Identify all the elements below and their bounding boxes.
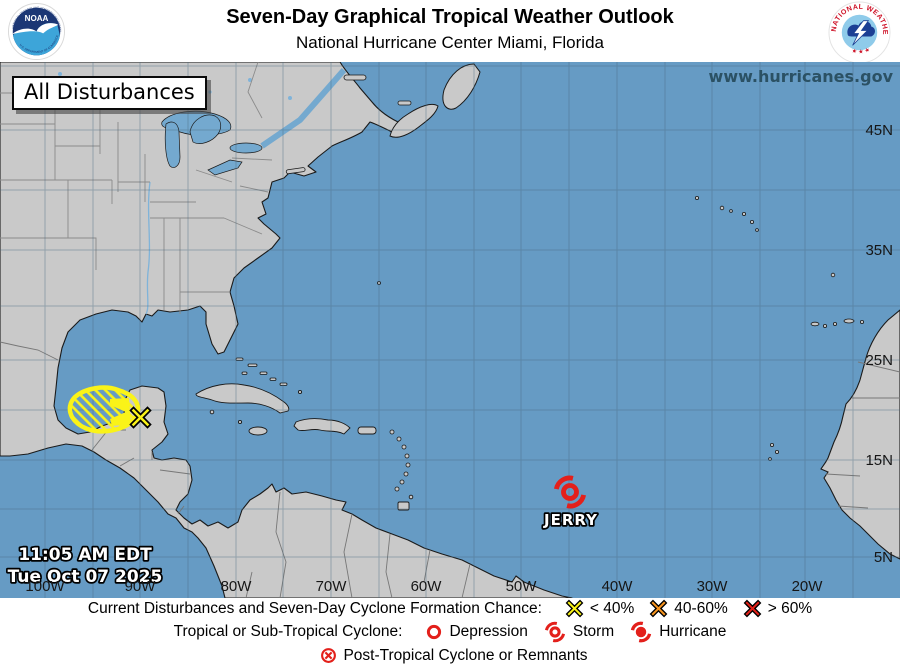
legend-label-low: < 40% bbox=[589, 599, 635, 617]
hurricane-icon bbox=[631, 621, 652, 642]
legend-row-post-tropical: Post-Tropical Cyclone or Remnants bbox=[312, 646, 588, 665]
storm-icon bbox=[544, 621, 565, 642]
noaa-wordmark: NOAA bbox=[25, 14, 49, 23]
jamaica bbox=[248, 426, 268, 436]
lat-label: 25N bbox=[865, 352, 893, 369]
landmasses bbox=[0, 62, 900, 598]
storm-jerry[interactable]: JERRY bbox=[541, 478, 599, 531]
legend: Current Disturbances and Seven-Day Cyclo… bbox=[0, 598, 900, 665]
atlantic-islands bbox=[377, 195, 865, 461]
africa-landmass bbox=[820, 309, 900, 560]
bahamas bbox=[235, 357, 288, 386]
legend-label-hurricane: Hurricane bbox=[659, 623, 727, 640]
header: NOAA NATIONAL OCEANIC AND ATMOSPHERIC AD… bbox=[0, 0, 900, 64]
legend-item-low: < 40% bbox=[565, 599, 634, 618]
motion-arrow bbox=[110, 398, 131, 426]
x-med-icon bbox=[650, 599, 668, 617]
lon-labels: 100W 90W 80W 70W 60W 50W 40W 30W 20W bbox=[25, 578, 823, 595]
svg-text:★ ★ ★: ★ ★ ★ bbox=[851, 46, 871, 55]
all-disturbances-label: All Disturbances bbox=[12, 76, 207, 110]
legend-row-cyclone-types: Tropical or Sub-Tropical Cyclone: Depres… bbox=[173, 620, 726, 644]
legend-item-hurricane: Hurricane bbox=[629, 620, 726, 644]
legend-item-depression: Depression bbox=[425, 622, 528, 641]
newfoundland bbox=[442, 63, 481, 110]
lon-label: 40W bbox=[602, 578, 634, 595]
prince-edward-island bbox=[397, 100, 412, 106]
watermark-text: www.hurricanes.gov bbox=[709, 67, 894, 86]
americas-landmass bbox=[0, 62, 573, 598]
timestamp-time: 11:05 AM EDT bbox=[18, 545, 152, 565]
legend-label-high: > 60% bbox=[767, 599, 813, 617]
lesser-antilles bbox=[389, 429, 411, 492]
legend-item-med: 40-60% bbox=[649, 599, 728, 618]
puerto-rico bbox=[357, 426, 377, 435]
legend-label-depression: Depression bbox=[449, 623, 528, 640]
storm-name-label: JERRY bbox=[543, 511, 598, 529]
tobago bbox=[408, 494, 414, 500]
lon-label: 20W bbox=[792, 578, 824, 595]
legend-heading-chance: Current Disturbances and Seven-Day Cyclo… bbox=[87, 599, 542, 617]
lat-label: 45N bbox=[865, 122, 893, 139]
nws-stars: ★ ★ ★ bbox=[851, 46, 871, 55]
legend-row-formation-chance: Current Disturbances and Seven-Day Cyclo… bbox=[88, 599, 812, 618]
nova-scotia bbox=[389, 103, 439, 138]
disturbance-area[interactable] bbox=[67, 385, 152, 434]
outlook-map[interactable]: JERRY www.hurricanes.gov 11:05 AM EDT Tu… bbox=[0, 62, 900, 598]
legend-label-storm: Storm bbox=[572, 623, 615, 640]
legend-item-high: > 60% bbox=[743, 599, 812, 618]
st-lawrence-river bbox=[260, 68, 347, 149]
lon-label: 60W bbox=[411, 578, 443, 595]
depression-icon bbox=[427, 624, 442, 639]
legend-item-post-tropical: Post-Tropical Cyclone or Remnants bbox=[320, 646, 588, 665]
lat-label: 35N bbox=[865, 242, 893, 259]
caribbean-islands bbox=[195, 383, 414, 511]
map-canvas: JERRY www.hurricanes.gov 11:05 AM EDT Tu… bbox=[0, 62, 900, 598]
lat-label: 15N bbox=[865, 452, 893, 469]
great-lakes bbox=[161, 110, 263, 176]
mississippi-river bbox=[145, 181, 151, 315]
lat-label: 5N bbox=[874, 549, 893, 566]
timestamp-date: Tue Oct 07 2025 bbox=[8, 567, 163, 587]
lon-label: 70W bbox=[316, 578, 348, 595]
noaa-logo: NOAA NATIONAL OCEANIC AND ATMOSPHERIC AD… bbox=[8, 3, 65, 60]
lat-lon-grid bbox=[0, 62, 900, 598]
x-low-icon bbox=[565, 599, 583, 617]
madeira bbox=[830, 272, 836, 278]
lon-label: 50W bbox=[506, 578, 538, 595]
lat-labels: 45N 35N 25N 15N 5N bbox=[865, 122, 893, 566]
bermuda bbox=[377, 281, 381, 285]
legend-heading-cyclone: Tropical or Sub-Tropical Cyclone: bbox=[173, 623, 403, 640]
anticosti-island bbox=[343, 74, 367, 81]
legend-label-post-tropical: Post-Tropical Cyclone or Remnants bbox=[343, 646, 588, 664]
legend-label-med: 40-60% bbox=[674, 599, 728, 617]
lon-label: 30W bbox=[697, 578, 729, 595]
long-island bbox=[285, 167, 306, 175]
post-tropical-icon bbox=[321, 647, 337, 663]
lon-label: 100W bbox=[25, 578, 65, 595]
hispaniola bbox=[293, 418, 351, 435]
legend-item-storm: Storm bbox=[543, 620, 614, 644]
nws-logo: NATIONAL WEATHER SERVICE ★ ★ ★ bbox=[828, 1, 891, 64]
cuba bbox=[195, 383, 290, 414]
lon-label: 80W bbox=[221, 578, 253, 595]
trinidad bbox=[397, 501, 410, 511]
lon-label: 90W bbox=[125, 578, 157, 595]
page-subtitle: National Hurricane Center Miami, Florida bbox=[295, 33, 604, 52]
page-title: Seven-Day Graphical Tropical Weather Out… bbox=[226, 6, 674, 28]
x-high-icon bbox=[743, 599, 761, 617]
